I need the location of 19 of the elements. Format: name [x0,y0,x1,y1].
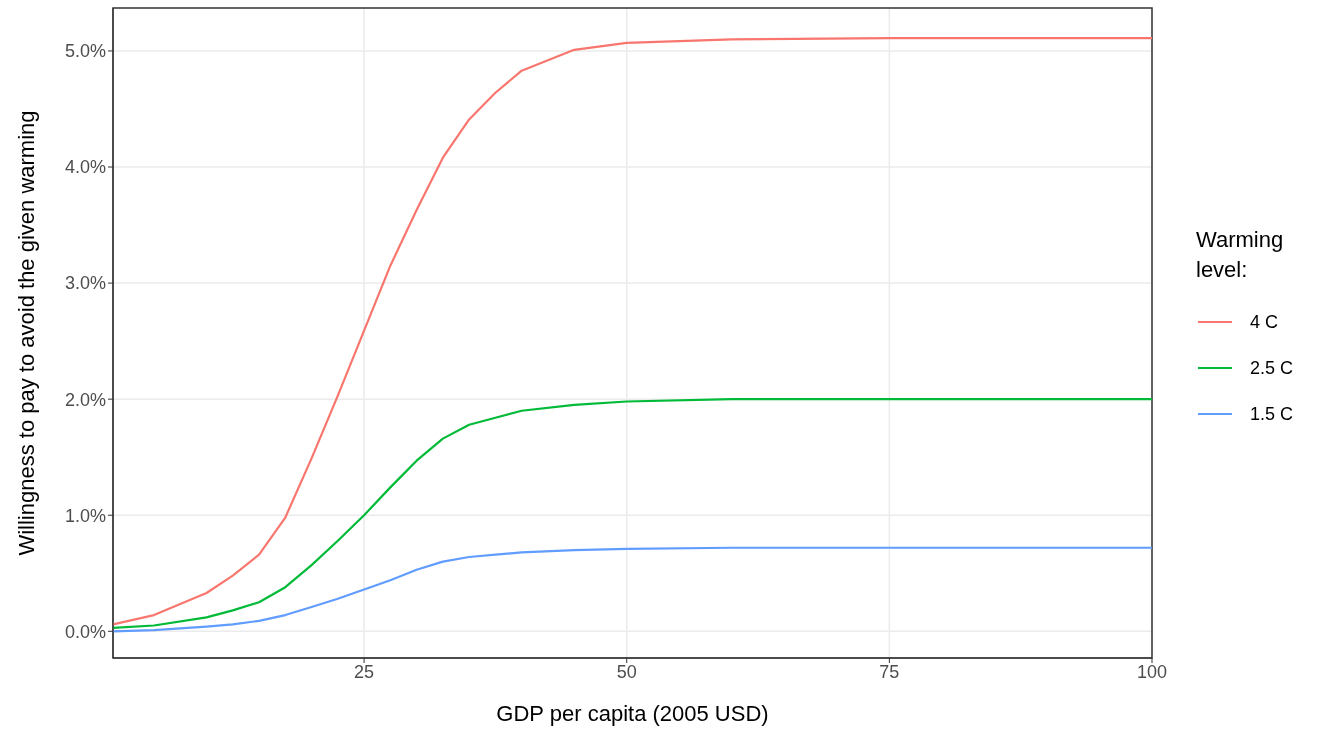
x-tick-label: 50 [616,661,637,682]
legend-label: 2.5 C [1250,357,1294,379]
line-series [113,398,1152,629]
legend-title: Warming level: [1196,226,1285,284]
x-axis-title: GDP per capita (2005 USD) [496,701,769,726]
line-series [113,37,1152,626]
y-tick-label: 5.0% [64,41,106,62]
legend-label: 1.5 C [1250,403,1294,425]
y-axis-title: Willingness to pay to avoid the given warming [13,110,39,556]
y-tick-label: 4.0% [64,157,106,178]
x-tick-label: 75 [879,661,900,682]
y-tick-label: 1.0% [64,505,106,526]
x-tick-label: 25 [354,661,375,682]
line-series [113,546,1152,633]
y-tick-label: 2.0% [64,389,106,410]
x-tick-label: 100 [1136,661,1168,682]
y-tick-label: 3.0% [64,273,106,294]
y-tick-label: 0.0% [64,621,106,642]
legend-label: 4 C [1250,311,1279,333]
